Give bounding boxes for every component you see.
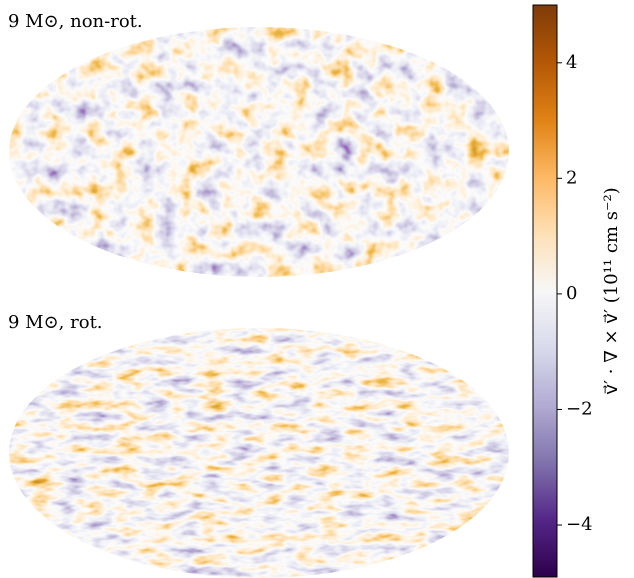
tick-label: −2 — [566, 398, 593, 419]
tick-label: −4 — [566, 514, 593, 535]
map-field — [9, 328, 509, 578]
map — [9, 27, 509, 277]
colorbar — [532, 4, 558, 578]
colorbar-label: v⃗′ · ∇ × v⃗′ (10¹¹ cm s⁻²) — [601, 187, 622, 394]
panel-title: 9 M⊙, rot. — [8, 312, 103, 333]
map — [9, 328, 509, 578]
tick-label: 4 — [566, 52, 577, 73]
tick-label: 0 — [566, 283, 577, 304]
tick-label: 2 — [566, 167, 577, 188]
panel-title: 9 M⊙, non-rot. — [8, 11, 143, 32]
map-field — [9, 27, 509, 277]
